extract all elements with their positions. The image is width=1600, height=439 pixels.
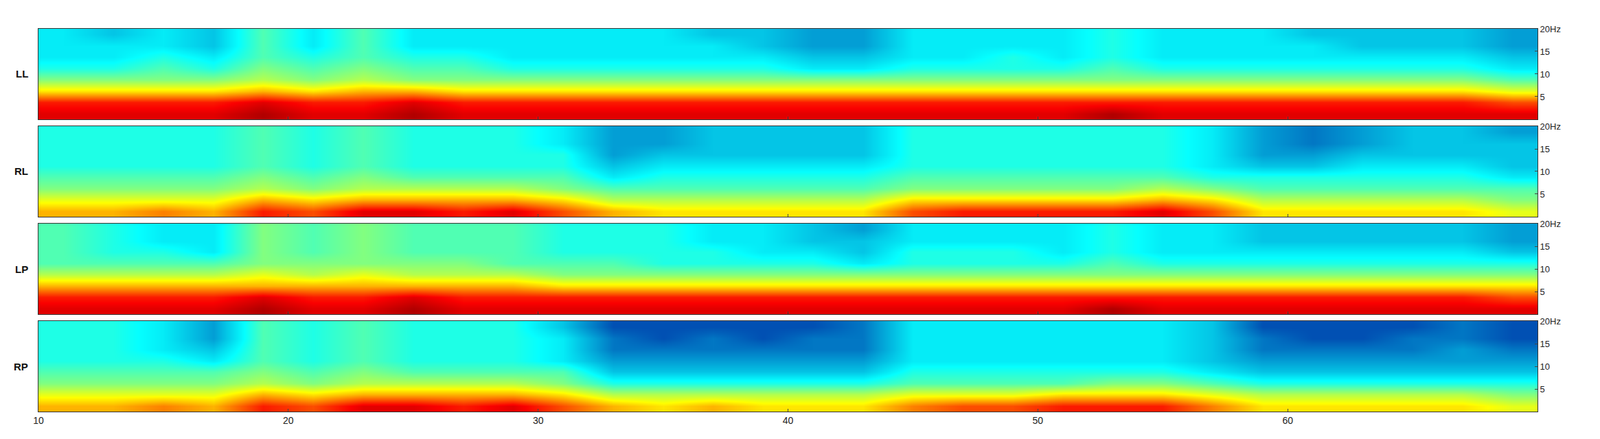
svg-text:15: 15 bbox=[1540, 339, 1550, 350]
svg-text:10: 10 bbox=[1540, 166, 1550, 178]
svg-text:15: 15 bbox=[1540, 46, 1550, 57]
svg-text:60: 60 bbox=[1282, 415, 1294, 427]
svg-text:40: 40 bbox=[782, 415, 794, 427]
svg-text:5: 5 bbox=[1540, 92, 1546, 103]
svg-text:5: 5 bbox=[1540, 287, 1546, 298]
svg-text:20Hz: 20Hz bbox=[1540, 316, 1561, 327]
svg-text:RL: RL bbox=[14, 165, 29, 178]
svg-text:RP: RP bbox=[13, 361, 29, 373]
svg-text:10: 10 bbox=[32, 415, 44, 427]
svg-text:20: 20 bbox=[282, 415, 294, 427]
svg-text:10: 10 bbox=[1540, 264, 1550, 275]
svg-text:LP: LP bbox=[15, 263, 29, 276]
svg-text:20Hz: 20Hz bbox=[1540, 24, 1561, 35]
svg-text:15: 15 bbox=[1540, 241, 1550, 253]
svg-text:5: 5 bbox=[1540, 189, 1546, 200]
svg-text:LL: LL bbox=[15, 67, 29, 80]
svg-text:10: 10 bbox=[1540, 361, 1550, 373]
svg-text:5: 5 bbox=[1540, 384, 1546, 395]
svg-text:30: 30 bbox=[532, 415, 544, 427]
svg-text:10: 10 bbox=[1540, 69, 1550, 80]
svg-text:15: 15 bbox=[1540, 144, 1550, 155]
svg-text:20Hz: 20Hz bbox=[1540, 121, 1561, 132]
svg-text:20Hz: 20Hz bbox=[1540, 219, 1561, 230]
svg-text:50: 50 bbox=[1032, 415, 1044, 427]
